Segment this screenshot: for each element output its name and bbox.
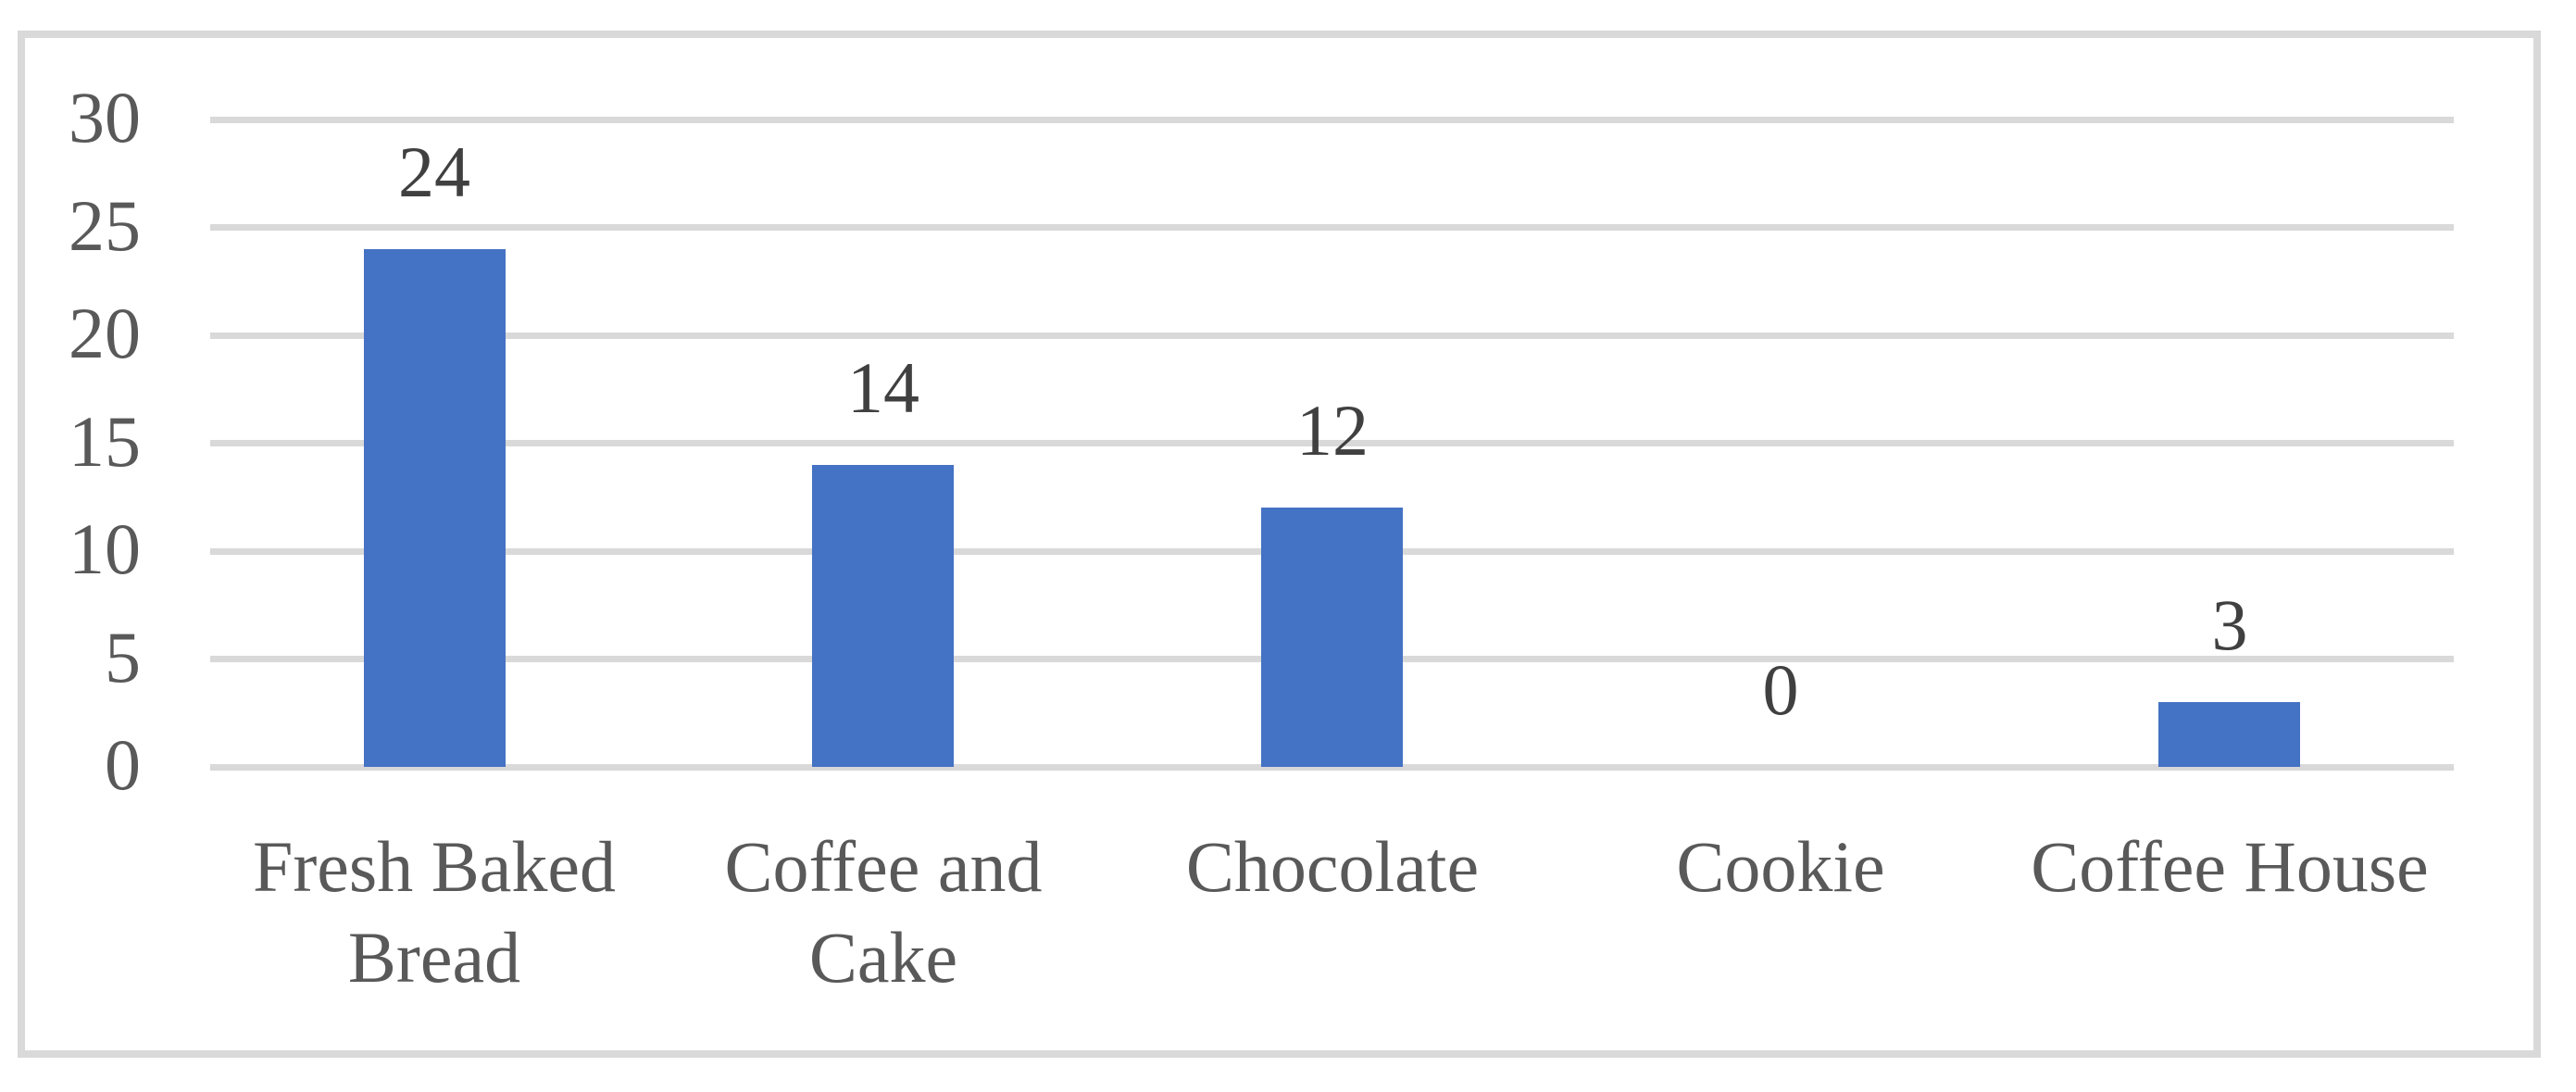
data-label-coffee-and-cake: 14 [847,347,919,428]
y-axis-tick-label: 15 [69,401,141,482]
data-label-cookie: 0 [1762,649,1799,730]
gridline-15 [210,440,2454,446]
y-axis-tick-label: 10 [69,508,141,589]
category-label-coffee-and-cake: Coffee and Cake [724,826,1043,998]
data-label-coffee-house: 3 [2211,584,2248,665]
gridline-20 [210,333,2454,339]
gridline-0 [210,764,2454,771]
data-label-chocolate: 12 [1296,390,1369,471]
bar-chocolate [1261,508,1403,767]
y-axis-tick-label: 0 [105,724,141,805]
bar-coffee-house [2158,702,2300,767]
bar-coffee-and-cake [812,465,954,767]
y-axis-tick-label: 25 [69,185,141,266]
category-label-coffee-house: Coffee House [2031,826,2429,907]
y-axis-tick-label: 20 [69,293,141,373]
category-label-chocolate: Chocolate [1185,826,1480,907]
y-axis-tick-label: 5 [105,617,141,697]
y-axis-tick-label: 30 [69,77,141,157]
category-label-fresh-baked-bread: Fresh Baked Bread [252,826,617,998]
bar-fresh-baked-bread [364,249,506,767]
gridline-25 [210,224,2454,231]
gridline-30 [210,117,2454,123]
data-label-fresh-baked-bread: 24 [398,132,470,212]
category-label-cookie: Cookie [1676,826,1885,907]
